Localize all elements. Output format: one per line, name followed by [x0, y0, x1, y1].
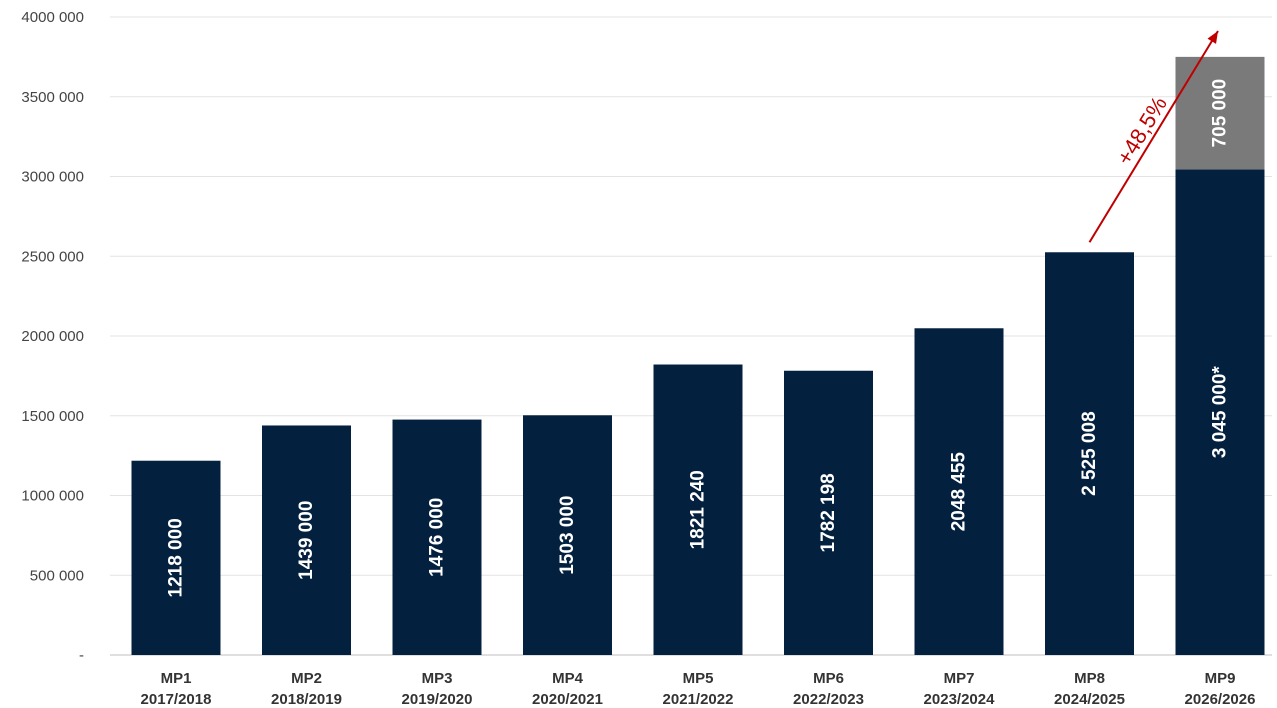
x-category-period: 2019/2020: [402, 691, 473, 708]
y-tick-label: 3000 000: [21, 169, 84, 186]
x-category-code: MP6: [813, 670, 844, 687]
x-category-code: MP2: [291, 670, 322, 687]
growth-arrow-head: [1207, 31, 1218, 44]
x-category-period: 2017/2018: [141, 691, 212, 708]
bar: [131, 460, 221, 655]
bar-value-label: 2 525 008: [1079, 411, 1100, 496]
x-category-code: MP9: [1205, 670, 1236, 687]
value-labels: 1218 000 1439 000 1476 000 1503 000 1821 240…: [166, 79, 1231, 598]
x-category-code: MP4: [552, 670, 584, 687]
y-tick-label: 2500 000: [21, 248, 84, 265]
bar: [262, 425, 351, 655]
x-category-code: MP3: [422, 670, 453, 687]
x-category-code: MP1: [161, 670, 192, 687]
x-category-period: 2018/2019: [271, 691, 342, 708]
x-category-period: 2022/2023: [793, 691, 864, 708]
bar: [523, 415, 612, 655]
bar: [653, 364, 743, 655]
bar-value-label: 1503 000: [557, 496, 578, 575]
y-tick-label: -: [79, 647, 84, 664]
x-category-code: MP5: [683, 670, 714, 687]
x-category-period: 2020/2021: [532, 691, 603, 708]
x-axis: MP1 2017/2018 MP2 2018/2019 MP3 2019/2020 MP4 2…: [141, 670, 1256, 708]
x-category-code: MP8: [1074, 670, 1105, 687]
bar-value-label: 1821 240: [688, 470, 709, 549]
x-category-code: MP7: [944, 670, 975, 687]
y-tick-label: 2000 000: [21, 328, 84, 345]
bar: [784, 370, 873, 655]
bar-value-label: 1476 000: [427, 498, 448, 577]
growth-arrow-line: [1088, 30, 1219, 243]
bar: [1175, 169, 1265, 655]
x-category-period: 2024/2025: [1054, 691, 1125, 708]
bar-value-label: 1782 198: [818, 473, 839, 552]
y-tick-label: 1500 000: [21, 408, 84, 425]
bars: [131, 56, 1265, 655]
bar-value-label: 705 000: [1210, 79, 1231, 148]
y-tick-label: 4000 000: [21, 9, 84, 26]
bar-value-label: 1218 000: [166, 518, 187, 597]
y-tick-label: 1000 000: [21, 488, 84, 505]
bar-value-label: 2048 455: [949, 452, 970, 532]
x-category-period: 2023/2024: [924, 691, 996, 708]
y-tick-label: 500 000: [30, 567, 84, 584]
y-axis: - 500 000 1000 000 1500 000 2000 000 2500 000…: [21, 9, 84, 664]
x-category-period: 2021/2022: [663, 691, 734, 708]
bar-value-label: 3 045 000*: [1210, 366, 1231, 459]
x-category-period: 2026/2026: [1185, 691, 1256, 708]
bar: [914, 328, 1004, 655]
bar: [392, 419, 482, 655]
bar: [1045, 252, 1134, 655]
bar-value-label: 1439 000: [296, 501, 317, 580]
y-tick-label: 3500 000: [21, 89, 84, 106]
